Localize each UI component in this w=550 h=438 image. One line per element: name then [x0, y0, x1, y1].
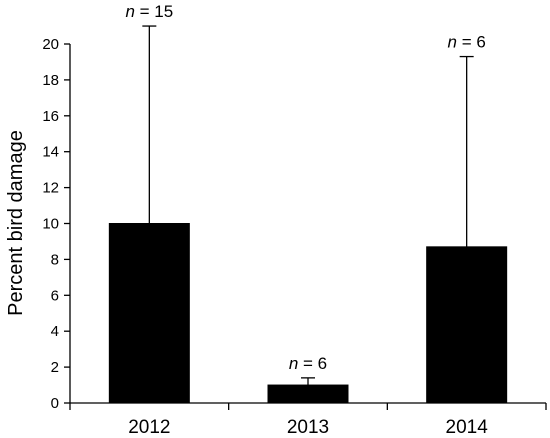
y-tick-label: 20: [42, 36, 59, 53]
y-tick-label: 6: [51, 287, 59, 304]
x-tick-label-2013: 2013: [287, 417, 329, 438]
labels: 2012 n = 15 2013 n = 6 2014 n = 6: [125, 2, 488, 438]
y-tick-label: 0: [51, 395, 59, 412]
y-tick-label: 16: [42, 108, 59, 125]
bar-2012: [108, 223, 190, 404]
y-axis-title: Percent bird damage: [5, 130, 27, 316]
axes: 0 2 4 6 8 10 12 14 16 18 20: [42, 36, 547, 412]
y-tick-label: 12: [42, 180, 59, 197]
y-tick-label: 4: [51, 323, 59, 340]
sample-size-label-2014: n = 6: [448, 33, 486, 52]
bar-2014: [426, 246, 508, 404]
sample-size-label-2012: n = 15: [125, 2, 173, 21]
y-tick-label: 18: [42, 72, 59, 89]
bars: [108, 223, 508, 404]
sample-size-label-2013: n = 6: [289, 354, 327, 373]
bar-2013: [267, 384, 349, 404]
x-tick-label-2012: 2012: [128, 417, 170, 438]
y-tick-label: 8: [51, 251, 59, 268]
y-tick-label: 2: [51, 359, 59, 376]
error-bars: [142, 25, 474, 386]
y-tick-label: 14: [42, 144, 59, 161]
y-tick-label: 10: [42, 216, 59, 233]
x-tick-label-2014: 2014: [446, 417, 489, 438]
